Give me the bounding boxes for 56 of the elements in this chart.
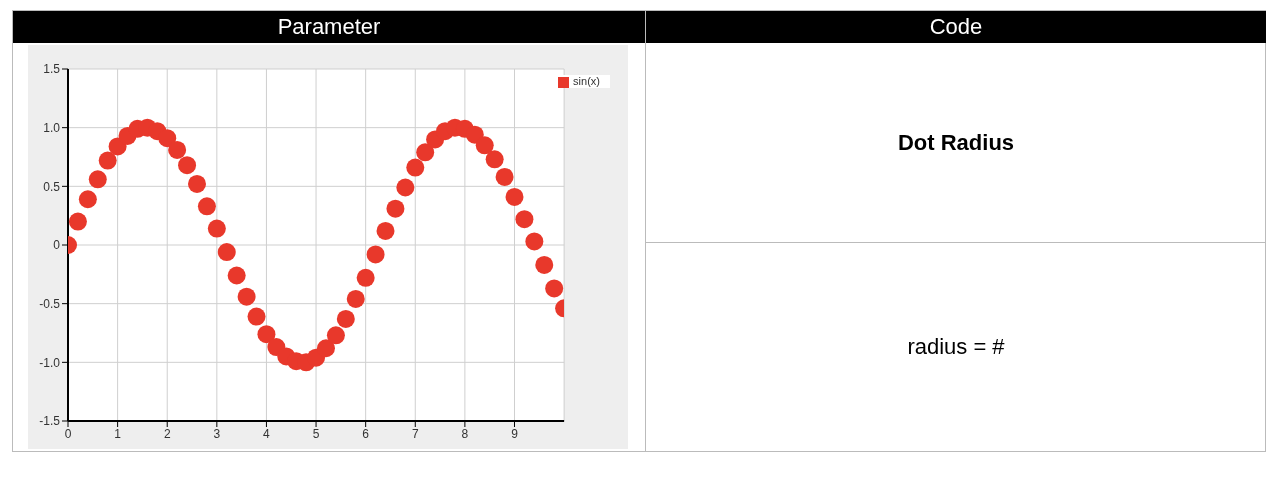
y-tick-label: 1.0 <box>43 120 61 135</box>
point <box>168 140 187 159</box>
point <box>88 170 107 189</box>
point <box>545 279 564 298</box>
x-tick-label: 7 <box>411 426 419 441</box>
point <box>485 150 504 169</box>
point <box>326 326 345 345</box>
chart-title: Parameter <box>13 11 645 43</box>
x-tick-label: 9 <box>511 426 519 441</box>
point <box>78 190 97 209</box>
point <box>316 339 335 358</box>
point <box>336 309 355 328</box>
point <box>396 178 415 197</box>
x-tick-label: 6 <box>362 426 370 441</box>
point <box>207 219 226 238</box>
x-tick-label: 5 <box>312 426 320 441</box>
y-tick-label: 0.5 <box>43 179 61 194</box>
point <box>178 156 197 175</box>
point <box>376 221 395 240</box>
legend-label: sin(x) <box>573 75 600 87</box>
point <box>187 174 206 193</box>
y-tick-label: -1.5 <box>39 414 61 429</box>
point <box>406 158 425 177</box>
point <box>416 143 435 162</box>
x-tick-label: 2 <box>163 426 171 441</box>
point <box>366 245 385 264</box>
y-tick-label: 0 <box>53 238 61 253</box>
point <box>197 197 216 216</box>
y-tick-label: -1.0 <box>39 355 61 370</box>
y-tick-label: 1.5 <box>43 62 61 77</box>
point <box>515 210 534 229</box>
point <box>535 255 554 274</box>
point <box>346 289 365 308</box>
point <box>525 232 544 251</box>
x-tick-label: 1 <box>114 426 122 441</box>
point <box>386 199 405 218</box>
point <box>237 287 256 306</box>
x-tick-label: 0 <box>64 426 72 441</box>
text: Code <box>646 11 1266 43</box>
point <box>257 325 276 344</box>
x-tick-label: 3 <box>213 426 221 441</box>
x-tick-label: 4 <box>263 426 271 441</box>
point <box>98 151 117 170</box>
x-tick-label: 8 <box>461 426 469 441</box>
point <box>495 167 514 186</box>
text: radius = # <box>646 242 1266 451</box>
point <box>68 212 87 231</box>
text: Dot Radius <box>896 128 1016 157</box>
point <box>247 307 266 326</box>
point <box>217 243 236 262</box>
point <box>356 268 375 287</box>
y-tick-label: -0.5 <box>39 296 61 311</box>
point <box>158 129 177 148</box>
point <box>475 136 494 155</box>
point <box>227 266 246 285</box>
point <box>505 187 524 206</box>
